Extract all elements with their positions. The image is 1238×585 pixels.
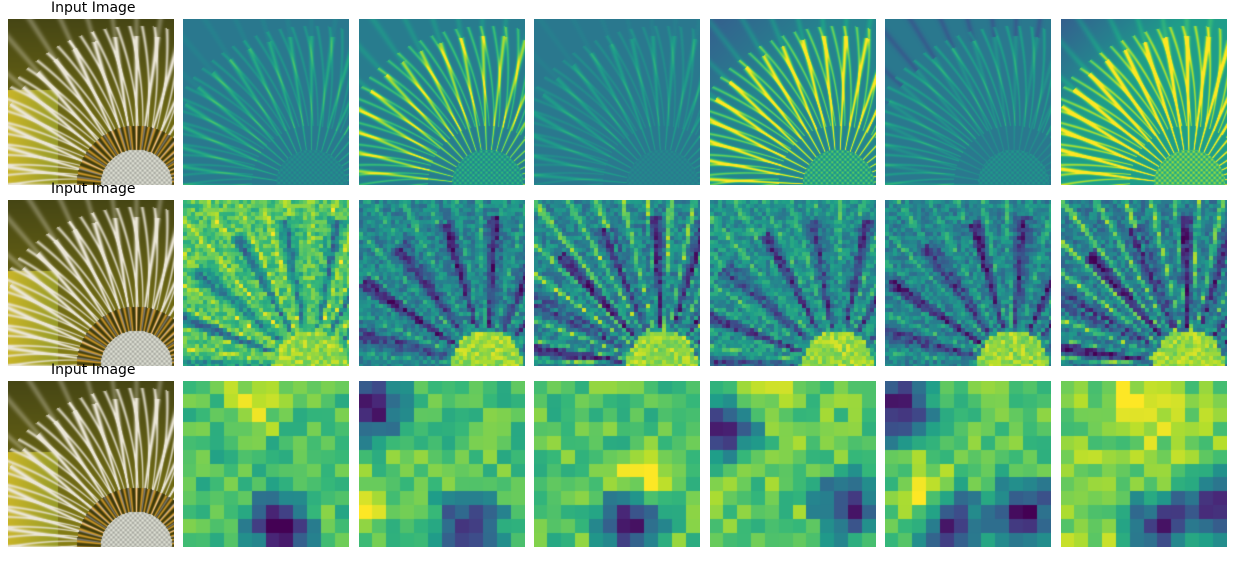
feature-map-r2-c4 bbox=[710, 200, 876, 366]
feature-map-r1-c3 bbox=[534, 19, 700, 185]
row-title-1: Input Image bbox=[51, 0, 136, 16]
row-title-3: Input Image bbox=[51, 362, 136, 378]
feature-map-r1-c6 bbox=[1061, 19, 1227, 185]
feature-map-r1-c4 bbox=[710, 19, 876, 185]
feature-map-r2-c5 bbox=[885, 200, 1051, 366]
feature-map-r3-c6 bbox=[1061, 381, 1227, 547]
feature-map-r1-c1 bbox=[183, 19, 349, 185]
feature-map-r2-c2 bbox=[359, 200, 525, 366]
feature-map-r3-c4 bbox=[710, 381, 876, 547]
feature-map-r3-c5 bbox=[885, 381, 1051, 547]
feature-map-r3-c3 bbox=[534, 381, 700, 547]
feature-map-r2-c6 bbox=[1061, 200, 1227, 366]
row-title-2: Input Image bbox=[51, 181, 136, 197]
feature-map-r2-c1 bbox=[183, 200, 349, 366]
input-image-row-1 bbox=[8, 19, 174, 185]
feature-map-r2-c3 bbox=[534, 200, 700, 366]
feature-map-r3-c2 bbox=[359, 381, 525, 547]
feature-map-r1-c2 bbox=[359, 19, 525, 185]
feature-map-r1-c5 bbox=[885, 19, 1051, 185]
input-image-row-3 bbox=[8, 381, 174, 547]
feature-map-r3-c1 bbox=[183, 381, 349, 547]
input-image-row-2 bbox=[8, 200, 174, 366]
